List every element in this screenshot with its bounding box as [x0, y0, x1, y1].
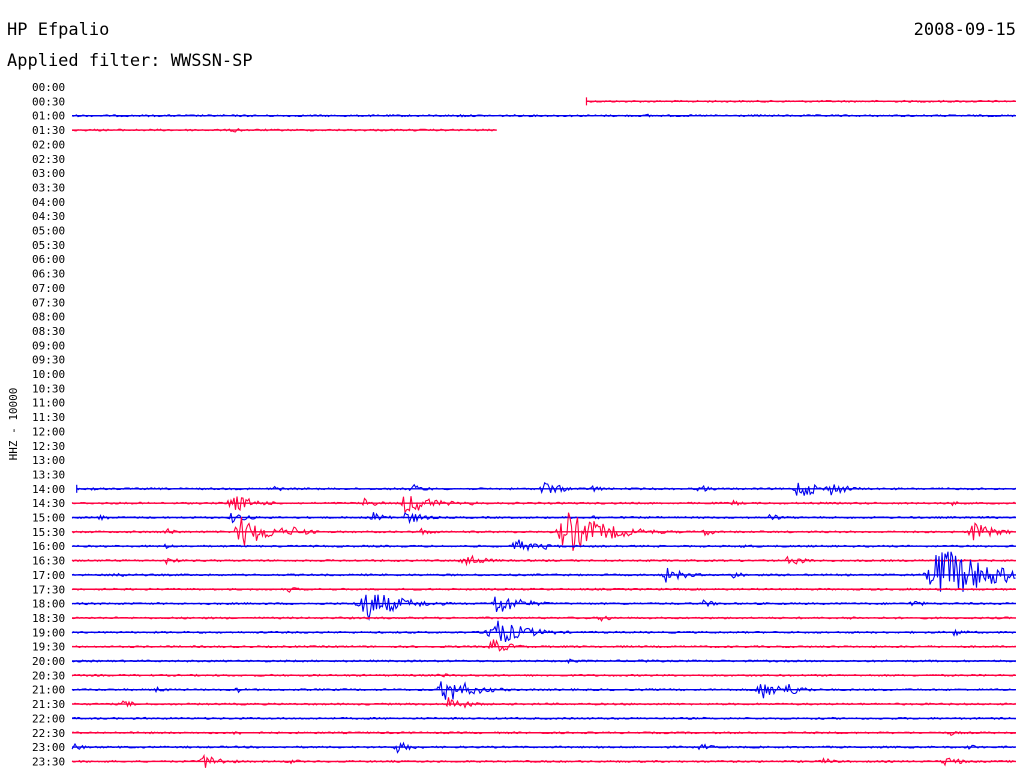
time-tick-label: 22:30	[32, 727, 65, 740]
time-tick-label: 18:30	[32, 612, 65, 625]
time-tick-label: 16:30	[32, 555, 65, 568]
time-tick-label: 14:00	[32, 483, 65, 496]
station-name: HP Efpalio	[7, 20, 110, 40]
time-tick-label: 23:30	[32, 755, 65, 768]
time-tick-label: 16:00	[32, 540, 65, 553]
time-tick-label: 11:30	[32, 411, 65, 424]
time-tick-label: 21:30	[32, 698, 65, 711]
time-tick-label: 02:00	[32, 138, 65, 151]
time-tick-label: 04:30	[32, 210, 65, 223]
time-tick-label: 15:00	[32, 512, 65, 525]
time-tick-label: 20:00	[32, 655, 65, 668]
time-tick-label: 04:00	[32, 196, 65, 209]
time-tick-label: 01:30	[32, 124, 65, 137]
time-tick-label: 07:30	[32, 296, 65, 309]
time-tick-label: 00:00	[32, 81, 65, 94]
time-tick-label: 23:00	[32, 741, 65, 754]
time-tick-label: 13:30	[32, 468, 65, 481]
time-tick-label: 07:00	[32, 282, 65, 295]
time-tick-label: 12:30	[32, 440, 65, 453]
time-tick-label: 09:00	[32, 339, 65, 352]
time-tick-label: 18:00	[32, 598, 65, 611]
time-tick-label: 14:30	[32, 497, 65, 510]
time-tick-label: 11:00	[32, 397, 65, 410]
time-tick-label: 12:00	[32, 425, 65, 438]
trace-1930	[72, 639, 1016, 652]
time-tick-label: 05:30	[32, 239, 65, 252]
time-tick-label: 17:00	[32, 569, 65, 582]
applied-filter: Applied filter: WWSSN-SP	[7, 51, 253, 71]
trace-2130	[71, 697, 1016, 709]
time-tick-label: 08:30	[32, 325, 65, 338]
time-tick-label: 09:30	[32, 354, 65, 367]
trace-2100	[71, 681, 1016, 700]
time-tick-label: 03:30	[32, 181, 65, 194]
trace-1430	[71, 496, 1016, 515]
time-tick-label: 00:30	[32, 95, 65, 108]
record-date: 2008-09-15	[913, 20, 1016, 40]
time-tick-label: 21:00	[32, 684, 65, 697]
time-tick-label: 19:00	[32, 626, 65, 639]
seismic-traces	[71, 97, 1017, 768]
time-tick-label: 06:00	[32, 253, 65, 266]
time-tick-label: 01:00	[32, 110, 65, 123]
time-tick-label: 20:30	[32, 669, 65, 682]
time-tick-label: 17:30	[32, 583, 65, 596]
time-tick-label: 10:00	[32, 368, 65, 381]
trace-1800	[71, 594, 1016, 622]
trace-1900	[71, 620, 1016, 643]
time-tick-label: 10:30	[32, 382, 65, 395]
y-axis-label: HHZ - 10000	[7, 388, 20, 461]
time-tick-label: 22:00	[32, 712, 65, 725]
time-tick-label: 02:30	[32, 153, 65, 166]
time-tick-label: 19:30	[32, 641, 65, 654]
time-tick-label: 05:00	[32, 225, 65, 238]
time-tick-label: 15:30	[32, 526, 65, 539]
trace-1700	[71, 551, 1016, 592]
time-tick-label: 08:00	[32, 311, 65, 324]
time-tick-label: 03:00	[32, 167, 65, 180]
trace-1600	[71, 539, 1016, 552]
time-tick-label: 06:30	[32, 268, 65, 281]
time-tick-label: 13:00	[32, 454, 65, 467]
